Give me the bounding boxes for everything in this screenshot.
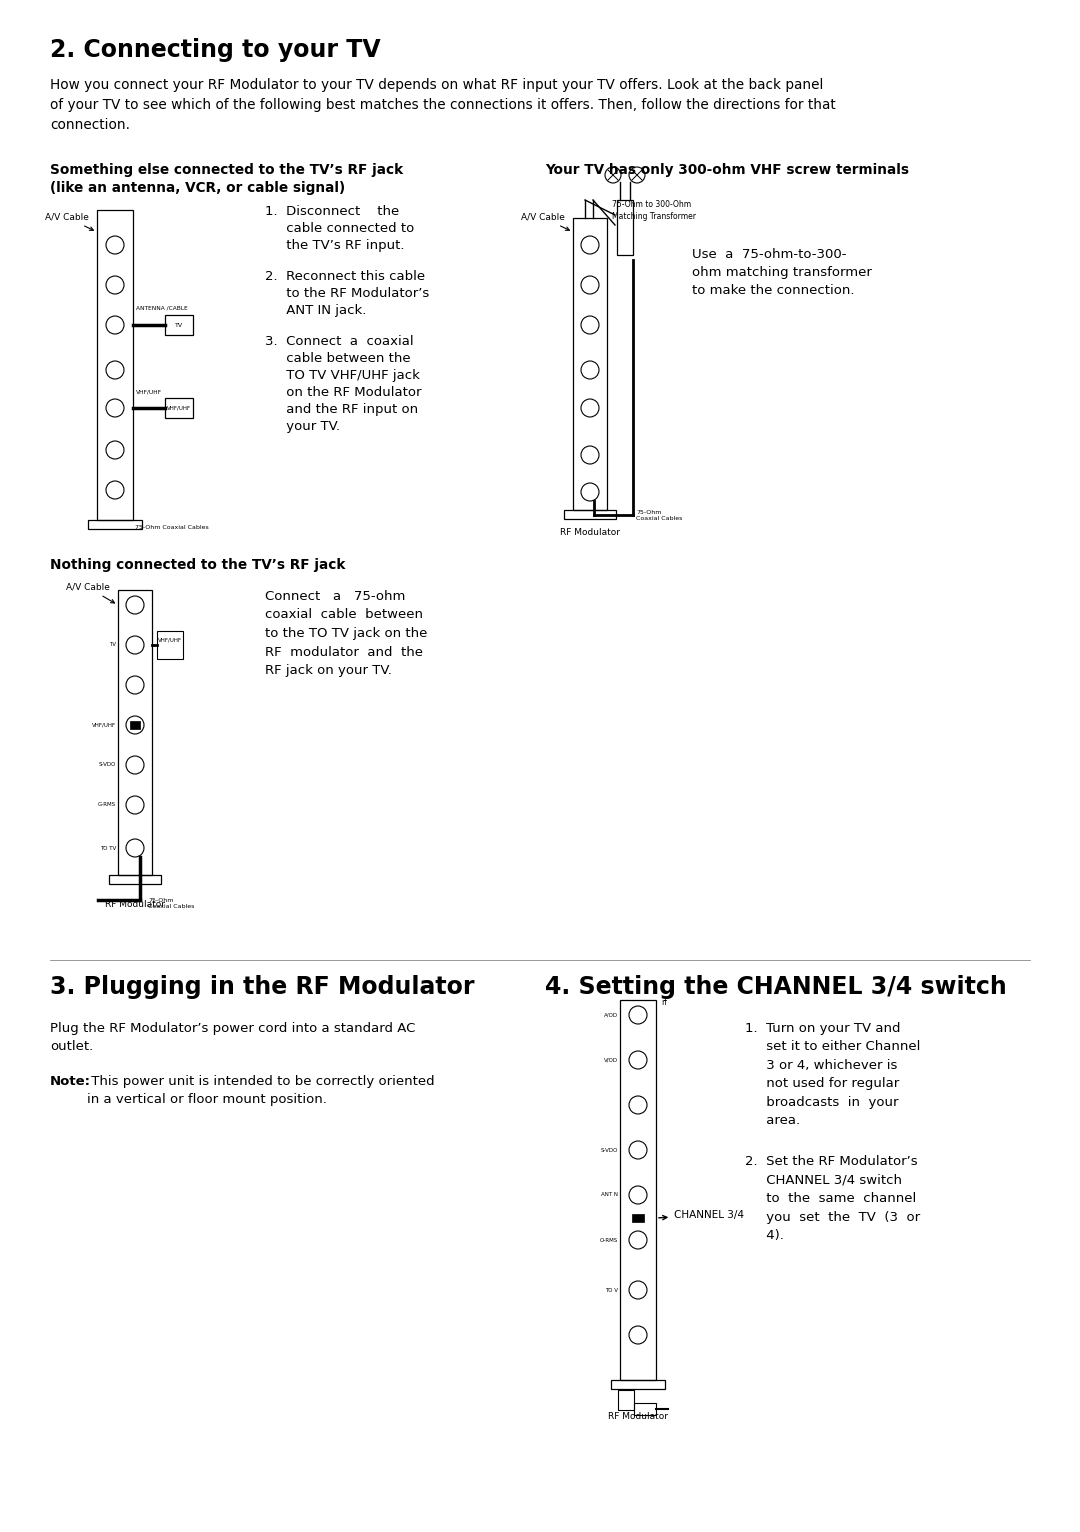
Text: 4. Setting the CHANNEL 3/4 switch: 4. Setting the CHANNEL 3/4 switch [545, 974, 1007, 999]
Text: 3. Plugging in the RF Modulator: 3. Plugging in the RF Modulator [50, 974, 474, 999]
Text: Nothing connected to the TV’s RF jack: Nothing connected to the TV’s RF jack [50, 558, 346, 571]
Text: TV: TV [175, 323, 184, 328]
Text: rf: rf [661, 997, 667, 1007]
Bar [109, 875, 161, 884]
Text: A/V Cable: A/V Cable [521, 213, 569, 230]
Text: TO TV VHF/UHF jack: TO TV VHF/UHF jack [265, 369, 420, 381]
Text: Connect   a   75-ohm
coaxial  cable  between
to the TO TV jack on the
RF  modula: Connect a 75-ohm coaxial cable between t… [265, 590, 428, 677]
Bar [97, 210, 133, 519]
Text: cable between the: cable between the [265, 352, 410, 365]
Text: 75-Ohm
Coaxial Cables: 75-Ohm Coaxial Cables [636, 510, 683, 521]
Text: on the RF Modulator: on the RF Modulator [265, 386, 421, 398]
Text: to the RF Modulator’s: to the RF Modulator’s [265, 286, 429, 300]
Bar [632, 1213, 644, 1223]
Bar [157, 631, 183, 659]
Bar [165, 316, 193, 336]
Text: and the RF input on: and the RF input on [265, 403, 418, 417]
Bar [130, 722, 140, 729]
Text: ANT N: ANT N [600, 1192, 618, 1198]
Text: the TV’s RF input.: the TV’s RF input. [265, 239, 405, 251]
Text: 1.  Disconnect    the: 1. Disconnect the [265, 205, 400, 218]
Text: CHANNEL 3/4: CHANNEL 3/4 [659, 1210, 744, 1219]
Text: RF Modulator: RF Modulator [561, 529, 620, 538]
Text: TV: TV [109, 642, 116, 648]
Text: 3.  Connect  a  coaxial: 3. Connect a coaxial [265, 336, 414, 348]
Text: A/V Cable: A/V Cable [45, 213, 93, 230]
Text: Note:: Note: [50, 1075, 91, 1088]
Text: ANT IN jack.: ANT IN jack. [265, 303, 366, 317]
Text: VHF/UHF: VHF/UHF [167, 406, 191, 411]
Bar [617, 201, 633, 254]
Bar [564, 510, 616, 519]
Bar [573, 218, 607, 510]
Bar [165, 398, 193, 418]
Bar [620, 1000, 656, 1380]
Text: A/OD: A/OD [604, 1013, 618, 1017]
Text: RF Modulator: RF Modulator [105, 899, 165, 908]
Text: 75-Ohm
Coaxial Cables: 75-Ohm Coaxial Cables [148, 898, 194, 908]
Text: 2. Connecting to your TV: 2. Connecting to your TV [50, 38, 380, 61]
Text: V/OD: V/OD [604, 1057, 618, 1063]
Text: your TV.: your TV. [265, 420, 340, 434]
Bar [611, 1380, 665, 1390]
Text: 1.  Turn on your TV and
     set it to either Channel
     3 or 4, whichever is
: 1. Turn on your TV and set it to either … [745, 1022, 920, 1128]
Text: RF Modulator: RF Modulator [608, 1413, 669, 1422]
Bar [634, 1403, 656, 1416]
Text: ANTENNA /CABLE: ANTENNA /CABLE [136, 306, 188, 311]
Text: 2.  Set the RF Modulator’s
     CHANNEL 3/4 switch
     to  the  same  channel
 : 2. Set the RF Modulator’s CHANNEL 3/4 sw… [745, 1155, 920, 1242]
Bar [118, 590, 152, 875]
Text: 2.  Reconnect this cable: 2. Reconnect this cable [265, 270, 426, 283]
Text: Plug the RF Modulator’s power cord into a standard AC
outlet.: Plug the RF Modulator’s power cord into … [50, 1022, 416, 1054]
Text: (like an antenna, VCR, or cable signal): (like an antenna, VCR, or cable signal) [50, 181, 346, 195]
Text: 75-Ohm Coaxial Cables: 75-Ohm Coaxial Cables [135, 525, 208, 530]
Text: cable connected to: cable connected to [265, 222, 415, 234]
Text: 75-Ohm to 300-Ohm
Matching Transformer: 75-Ohm to 300-Ohm Matching Transformer [612, 201, 696, 221]
Text: Your TV has only 300-ohm VHF screw terminals: Your TV has only 300-ohm VHF screw termi… [545, 162, 909, 178]
Text: VHF/UHF: VHF/UHF [92, 723, 116, 728]
Text: VHF/UHF: VHF/UHF [158, 637, 183, 642]
Bar [618, 1390, 634, 1409]
Text: VHF/UHF: VHF/UHF [136, 389, 162, 394]
Text: G-RMS: G-RMS [98, 803, 116, 807]
Text: A/V Cable: A/V Cable [66, 584, 114, 604]
Text: Use  a  75-ohm-to-300-
ohm matching transformer
to make the connection.: Use a 75-ohm-to-300- ohm matching transf… [692, 248, 872, 297]
Text: TO TV: TO TV [99, 846, 116, 850]
Text: This power unit is intended to be correctly oriented
in a vertical or floor moun: This power unit is intended to be correc… [87, 1075, 434, 1106]
Text: How you connect your RF Modulator to your TV depends on what RF input your TV of: How you connect your RF Modulator to you… [50, 78, 836, 132]
Text: O-RMS: O-RMS [599, 1238, 618, 1242]
Text: TO V: TO V [605, 1287, 618, 1293]
Text: Something else connected to the TV’s RF jack: Something else connected to the TV’s RF … [50, 162, 403, 178]
Text: S-VDO: S-VDO [600, 1147, 618, 1152]
Text: S-VDO: S-VDO [98, 763, 116, 768]
Bar [87, 519, 141, 529]
